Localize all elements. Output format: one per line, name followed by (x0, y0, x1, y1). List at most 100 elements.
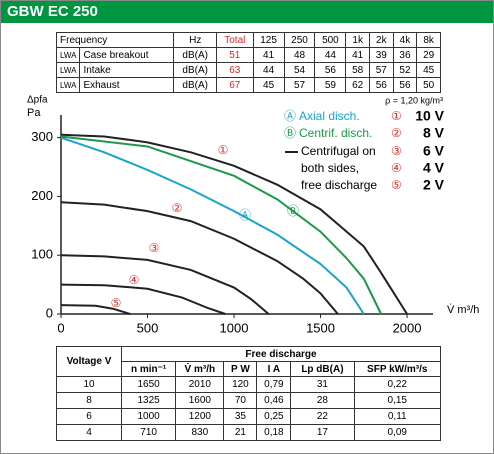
header-title: GBW EC 250 (1, 1, 493, 23)
cell: 59 (314, 77, 347, 93)
noise-table: Frequency Hz Total 125 250 500 1k 2k 4k 8k LWA Case… (55, 32, 441, 93)
cell: 1000 (120, 408, 177, 425)
cell: 1200 (175, 408, 225, 425)
x-axis-label: V̇ m³/h (447, 303, 479, 316)
cell: 48 (283, 47, 316, 63)
x-tick-label: 1500 (306, 320, 335, 335)
header-cell: Total (215, 32, 254, 48)
legend-label: 2 V (423, 177, 445, 193)
cell: 4 (56, 424, 122, 441)
cell: dB(A) (173, 62, 217, 78)
performance-table: Voltage V Free discharge n min⁻¹ V̇ m³/h P W… (56, 346, 441, 441)
curve (60, 201, 339, 315)
curve (60, 135, 382, 315)
cell: 56 (314, 62, 347, 78)
cell: 35 (223, 408, 258, 425)
header-cell: Hz (173, 32, 217, 48)
data-row: 4 710 830 21 0,18 17 0,09 (56, 424, 441, 441)
curve-label: ④ (129, 273, 140, 287)
curve (60, 136, 365, 315)
cell: 44 (314, 47, 347, 63)
cell: 1325 (120, 392, 177, 409)
cell: 45 (416, 62, 441, 78)
cell: 21 (223, 424, 258, 441)
cell: 0,22 (353, 376, 441, 393)
cell: 10 (56, 376, 122, 393)
cell: 0,79 (256, 376, 292, 393)
cell: 28 (290, 392, 355, 409)
legend-label: 10 V (415, 108, 444, 124)
data-row: LWA Exhaust dB(A) 67 45 57 59 62 56 56 50 (55, 77, 441, 93)
legend-symbol: ⑤ (391, 178, 402, 192)
header-cell: SFP kW/m³/s (353, 361, 441, 377)
cell: 830 (175, 424, 225, 441)
legend-label: 8 V (423, 125, 445, 141)
cell: 0,09 (353, 424, 441, 441)
x-tick-label: 0 (57, 320, 64, 335)
cell: 17 (290, 424, 355, 441)
cell: 36 (392, 47, 418, 63)
cell: 1600 (175, 392, 225, 409)
legend-note: free discharge (301, 178, 377, 192)
legend-label: 6 V (423, 143, 445, 159)
cell: 62 (345, 77, 370, 93)
y-tick-label: 200 (31, 188, 53, 203)
header-cell: V̇ m³/h (175, 361, 225, 377)
legend-note: Centrifugal on (301, 144, 376, 158)
cell: 56 (369, 77, 394, 93)
cell: 67 (215, 77, 254, 93)
cell: 0,18 (256, 424, 292, 441)
cell: 41 (252, 47, 285, 63)
cell: 710 (120, 424, 177, 441)
cell: 51 (215, 47, 254, 63)
legend-symbol: Ⓐ (284, 109, 296, 123)
legend-symbol: ③ (391, 144, 402, 158)
header-cell: 2k (369, 32, 394, 48)
header-cell: 125 (252, 32, 285, 48)
header-cell: 8k (416, 32, 441, 48)
cell: Exhaust (79, 77, 175, 93)
x-tick-label: 500 (137, 320, 159, 335)
legend-note: both sides, (301, 161, 359, 175)
cell: LWA (55, 62, 81, 78)
cell: LWA (55, 77, 81, 93)
x-tick-label: 2000 (393, 320, 422, 335)
cell: 54 (283, 62, 316, 78)
header-cell: 250 (283, 32, 316, 48)
curve (60, 304, 131, 315)
cell: 22 (290, 408, 355, 425)
cell: 8 (56, 392, 122, 409)
header-cell: n min⁻¹ (120, 361, 177, 377)
cell: 44 (252, 62, 285, 78)
curve-label: ⑤ (111, 296, 122, 310)
legend-symbol: ② (391, 126, 402, 140)
y-tick-label: 100 (31, 247, 53, 262)
legend-label: 4 V (423, 160, 445, 176)
data-row: LWA Case breakout dB(A) 51 41 48 44 41 39 36 29 (55, 47, 441, 63)
cell: 58 (345, 62, 370, 78)
cell: 0,46 (256, 392, 292, 409)
cell: 63 (215, 62, 254, 78)
legend-symbol: ① (391, 109, 402, 123)
cell: 0,15 (353, 392, 441, 409)
cell: 0,25 (256, 408, 292, 425)
y-tick-label: 0 (46, 305, 53, 320)
curve (60, 133, 408, 315)
data-row: 8 1325 1600 70 0,46 28 0,15 (56, 392, 441, 409)
curve (60, 254, 270, 315)
group-header: Free discharge (121, 346, 441, 362)
cell: 2010 (175, 376, 225, 393)
header-cell: P W (223, 361, 258, 377)
cell: dB(A) (173, 47, 217, 63)
header-cell: 500 (314, 32, 347, 48)
density-note: ρ = 1,20 kg/m³ (385, 95, 443, 105)
curve-label: ③ (149, 241, 160, 255)
legend-symbol: Ⓑ (284, 126, 296, 140)
data-row: 10 1650 2010 120 0,79 31 0,22 (56, 376, 441, 393)
cell: 31 (290, 376, 355, 393)
cell: 57 (283, 77, 316, 93)
data-row: 6 1000 1200 35 0,25 22 0,11 (56, 408, 441, 425)
